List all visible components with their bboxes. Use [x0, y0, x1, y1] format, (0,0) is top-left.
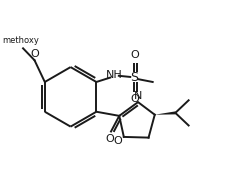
Polygon shape [155, 111, 175, 115]
Text: N: N [134, 91, 143, 101]
Text: methoxy: methoxy [2, 36, 39, 45]
Text: O: O [113, 136, 122, 146]
Text: S: S [130, 71, 138, 84]
Text: O: O [130, 94, 139, 104]
Text: O: O [31, 49, 39, 59]
Text: NH: NH [106, 70, 123, 80]
Text: O: O [105, 134, 114, 144]
Text: O: O [130, 50, 139, 60]
